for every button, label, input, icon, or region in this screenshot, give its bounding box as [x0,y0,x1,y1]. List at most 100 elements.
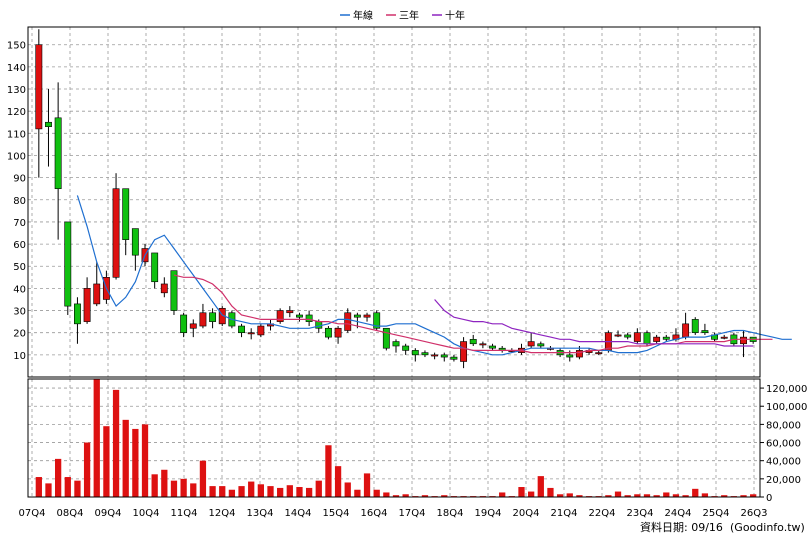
volume-bar [305,487,313,497]
x-tick-label: 15Q4 [323,508,350,519]
candle-body [257,325,265,336]
x-tick-label: 16Q4 [361,508,388,519]
candle-body [363,314,371,318]
volume-bar [296,487,303,497]
volume-bar [682,495,689,497]
volume-bar [441,495,448,497]
volume-tick-label: 60,000 [766,439,801,450]
candle-body [691,319,699,333]
ma-line-年線 [76,195,792,356]
candle-body [315,321,323,329]
x-tick-label: 10Q4 [133,508,160,519]
x-tick-label: 25Q4 [703,508,730,519]
grid [28,27,760,497]
legend-label-annual: 年線 [353,9,373,22]
price-axis: 10 20 30 40 50 60 70 80 90 100 110 120 130 140 150 [7,41,26,362]
volume-bar [35,477,42,497]
volume-bar [74,480,81,497]
candle-body [189,323,197,329]
volume-bar [672,494,680,497]
candle-body [209,312,217,322]
volume-bar [132,428,139,497]
volume-bar [614,491,622,497]
candle-body [566,354,574,358]
volume-bar [64,477,71,497]
candle-body [392,341,400,347]
legend: 年線 三年 十年 [340,9,465,22]
x-tick-label: 07Q4 [19,508,46,519]
footer-date-label: 資料日期: 09/16 [640,520,723,534]
candle-body [93,283,101,305]
candle-body [740,336,747,345]
price-tick-label: 30 [13,307,26,318]
candle-body [450,356,458,360]
price-tick-label: 150 [7,41,26,52]
price-tick-label: 130 [7,85,26,96]
price-tick-label: 60 [13,240,26,251]
x-tick-label: 23Q4 [627,508,654,519]
candle-body [334,327,342,338]
volume-bar [151,474,158,497]
volume-bar [103,426,110,497]
candle-body [595,352,603,355]
volume-bar [122,419,129,497]
price-tick-label: 120 [7,107,26,118]
volume-bar [518,487,525,497]
candle-body [633,332,641,342]
volume-bar [325,445,332,497]
candle-body [421,352,429,356]
x-tick-label: 19Q4 [475,508,502,519]
moving-average-lines [76,195,792,356]
x-tick-label: 26Q3 [741,508,768,519]
x-tick-label: 18Q4 [437,508,464,519]
candle-body [296,314,303,318]
volume-bar [344,482,351,497]
volume-bar [701,493,709,497]
volume-bar [354,489,361,497]
candle-body [324,327,332,338]
candle-body [575,350,583,358]
candle-body [45,121,52,127]
volume-bar [402,494,409,497]
candle-body [643,332,651,345]
volume-bar [238,486,245,497]
candle-body [431,354,439,357]
volume-bar [315,480,322,497]
volume-bar [740,495,747,497]
x-tick-label: 20Q4 [513,508,540,519]
candle-body [276,310,284,322]
price-tick-label: 70 [13,218,26,229]
volume-tick-label: 80,000 [766,420,801,431]
volume-bar [277,487,284,497]
candle-body [479,343,487,346]
volume-bar [421,495,429,497]
volume-bar [566,493,573,497]
price-tick-label: 20 [13,329,26,340]
volume-bar [334,466,342,497]
candle-body [112,188,120,278]
price-tick-label: 90 [13,174,26,185]
candle-body [54,117,62,190]
x-tick-label: 24Q4 [665,508,692,519]
volume-bar [363,473,371,497]
volume-bar [653,495,660,497]
volume-bar [83,442,91,497]
volume-bar [93,379,100,497]
candlesticks [35,29,757,369]
volume-tick-label: 120,000 [766,384,807,395]
price-tick-label: 110 [7,129,26,140]
x-tick-label: 22Q4 [589,508,616,519]
volume-bar [286,485,293,497]
candle-body [373,312,381,329]
x-tick-label: 08Q4 [57,508,84,519]
candle-body [122,188,130,240]
candle-body [160,283,168,294]
candle-body [199,312,207,327]
candle-body [440,354,448,358]
volume-axis: 0 20,000 40,000 60,000 80,000 100,000 120,000 [760,384,807,504]
volume-bar [624,495,631,497]
x-tick-label: 12Q4 [209,508,236,519]
x-axis: 07Q4 08Q4 09Q4 10Q4 11Q4 12Q4 13Q4 14Q4 15Q4 16Q4… [19,508,768,519]
price-tick-label: 80 [13,196,26,207]
x-tick-label: 14Q4 [285,508,312,519]
